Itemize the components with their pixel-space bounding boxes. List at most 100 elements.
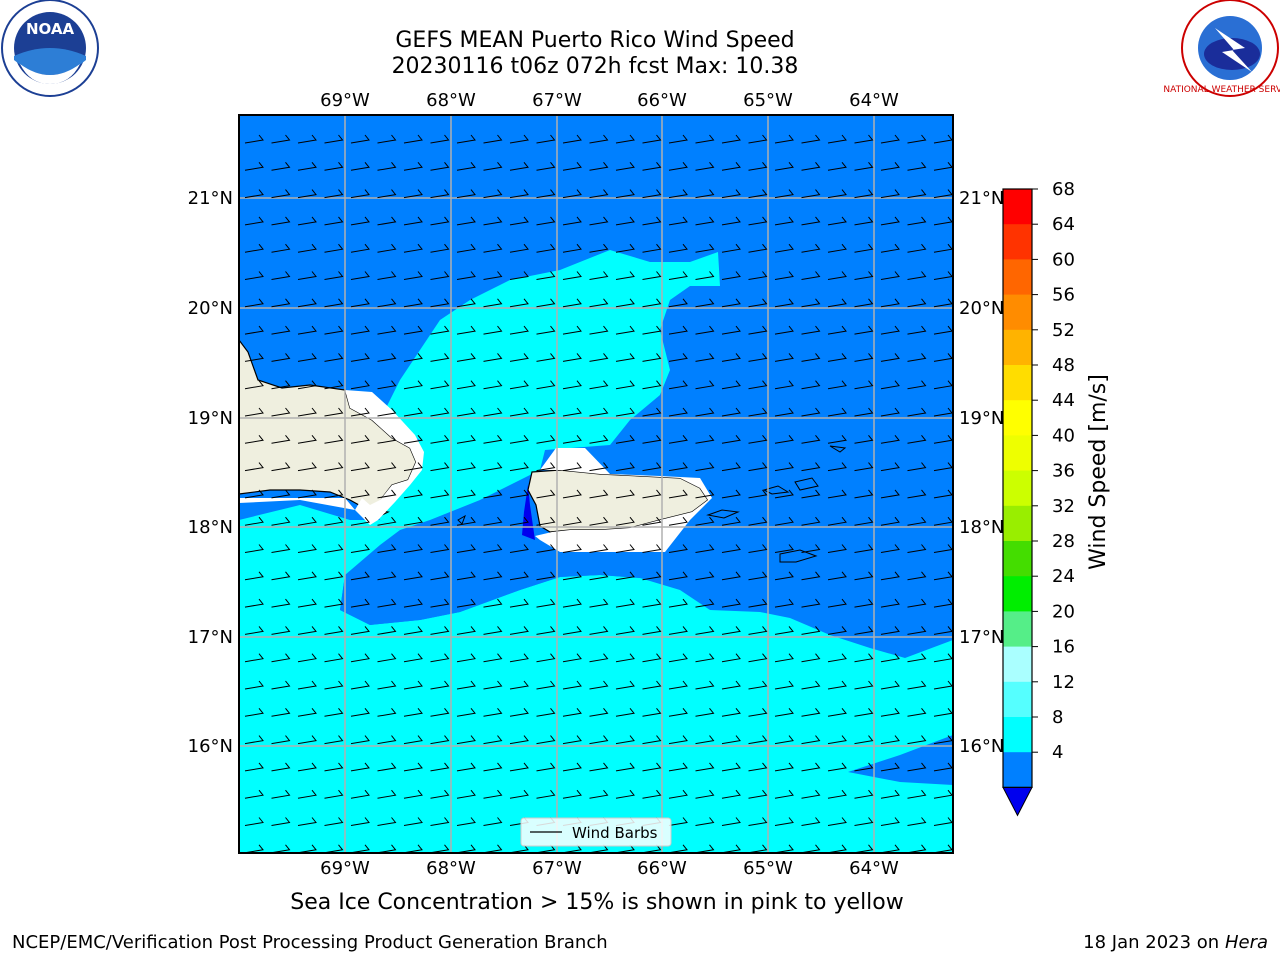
wind-barb	[562, 653, 582, 663]
wind-barb	[721, 707, 741, 717]
colorbar-label: Wind Speed [m/s]	[1086, 374, 1111, 570]
wind-barb	[377, 789, 397, 799]
wind-barb	[615, 516, 635, 526]
wind-barb	[827, 571, 847, 581]
wind-barb	[350, 626, 370, 635]
wind-barb	[642, 626, 662, 635]
wind-barb	[721, 353, 741, 362]
wind-barb	[774, 571, 794, 581]
colorbar-tick-label: 40	[1052, 425, 1075, 446]
wind-barb	[536, 680, 556, 690]
wind-barb	[642, 298, 662, 308]
colorbar-tick-label: 12	[1052, 672, 1075, 693]
wind-barb	[668, 216, 688, 226]
wind-barb	[642, 161, 662, 171]
wind-barb	[244, 407, 264, 417]
wind-barb	[536, 653, 556, 663]
wind-barb	[695, 516, 715, 526]
wind-barb	[244, 626, 264, 635]
wind-barb	[562, 789, 582, 799]
wind-barb	[456, 626, 476, 635]
wind-barb	[271, 735, 291, 745]
wind-barb	[801, 544, 821, 553]
wind-barb	[430, 735, 450, 745]
wind-barb	[324, 680, 344, 690]
land-mask-coast	[239, 498, 355, 510]
wind-barb	[827, 680, 847, 690]
wind-barb	[827, 243, 847, 253]
wind-barb	[483, 325, 503, 335]
wind-barb	[668, 598, 688, 608]
wind-barb	[456, 434, 476, 444]
wind-barb	[695, 817, 715, 826]
wind-barb	[536, 298, 556, 308]
wind-barb	[271, 216, 291, 226]
wind-barb	[297, 844, 317, 853]
wind-barb	[536, 271, 556, 280]
wind-barb	[350, 571, 370, 581]
wind-barb	[748, 653, 768, 663]
wind-barb	[350, 817, 370, 826]
wind-barb	[324, 707, 344, 717]
colorbar-segment	[1003, 400, 1032, 436]
wind-barb	[456, 762, 476, 772]
wind-barb	[562, 380, 582, 390]
wind-barb	[589, 653, 609, 663]
wind-barb	[642, 735, 662, 745]
wind-barb	[456, 680, 476, 690]
wind-barb	[695, 380, 715, 390]
wind-barb	[589, 735, 609, 745]
wind-barb	[350, 407, 370, 417]
wind-barb	[880, 571, 900, 581]
wind-barb	[271, 353, 291, 362]
wind-barb	[880, 789, 900, 799]
lat-label-left: 21°N	[188, 188, 233, 209]
wind-barb	[695, 735, 715, 745]
wind-barb	[854, 189, 874, 199]
wind-barb	[854, 407, 874, 417]
wind-barb	[668, 489, 688, 499]
wind-barb	[668, 161, 688, 171]
wind-barb	[430, 817, 450, 826]
wind-barb	[536, 434, 556, 444]
wind-barb	[377, 271, 397, 280]
wind-barb	[880, 626, 900, 635]
wind-barb	[509, 380, 529, 390]
wind-barb	[774, 544, 794, 553]
wind-barb	[827, 380, 847, 390]
wind-barb	[244, 707, 264, 717]
wind-barb	[377, 544, 397, 553]
wind-barb	[907, 380, 927, 390]
wind-barb	[880, 489, 900, 499]
wind-barb	[403, 134, 423, 144]
wind-barb	[801, 762, 821, 772]
wind-barb	[854, 380, 874, 390]
wind-barb	[456, 789, 476, 799]
wind-barb	[695, 407, 715, 417]
wind-barb	[774, 598, 794, 608]
wind-barb	[827, 762, 847, 772]
wind-field-8-12-north	[370, 250, 720, 530]
wind-barb	[244, 598, 264, 608]
wind-barb	[456, 489, 476, 499]
wind-barb	[350, 544, 370, 553]
wind-barb	[324, 626, 344, 635]
wind-barb	[668, 189, 688, 199]
wind-barb	[748, 134, 768, 144]
wind-barb	[244, 735, 264, 745]
wind-barb	[430, 626, 450, 635]
wind-barb	[880, 462, 900, 472]
wind-barb	[721, 516, 741, 526]
wind-barb	[483, 762, 503, 772]
wind-barb	[324, 189, 344, 199]
wind-barb	[403, 680, 423, 690]
wind-barb	[297, 516, 317, 526]
wind-barb	[615, 216, 635, 226]
wind-barb	[483, 462, 503, 472]
wind-barb	[748, 789, 768, 799]
wind-barb	[403, 626, 423, 635]
wind-barb	[297, 134, 317, 144]
wind-barb	[854, 271, 874, 280]
wind-barb	[589, 134, 609, 144]
wind-barb	[880, 844, 900, 853]
